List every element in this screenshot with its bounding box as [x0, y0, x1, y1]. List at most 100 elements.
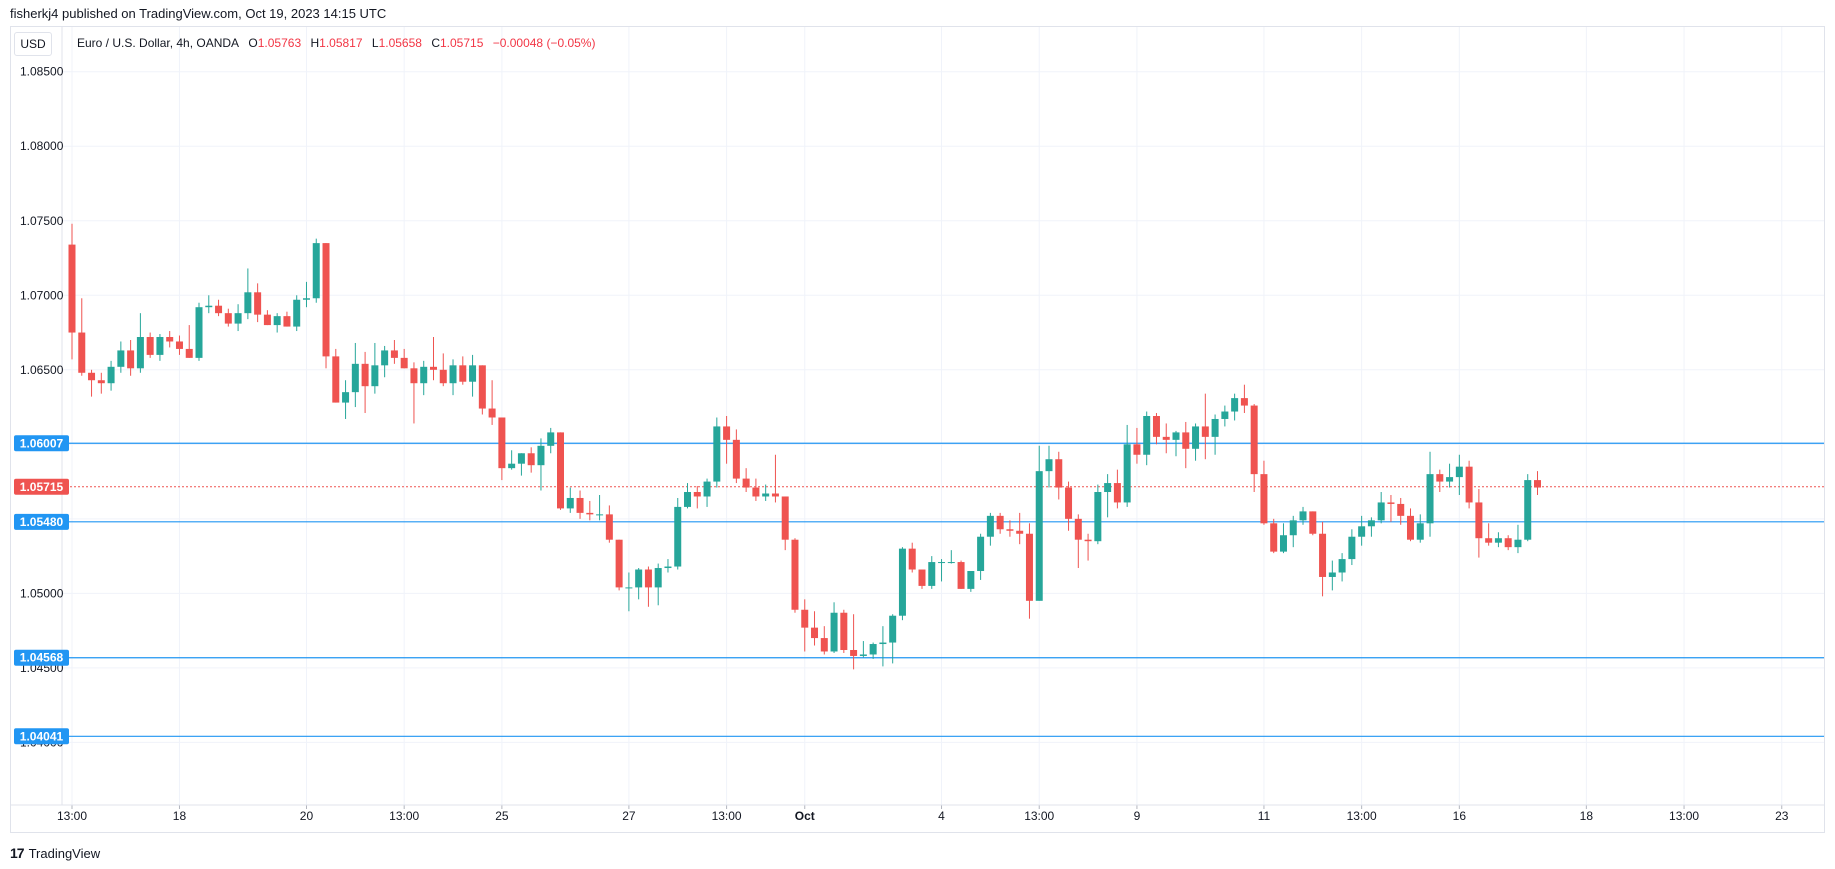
level-badge-label: 1.06007 — [20, 436, 64, 450]
candle-up — [859, 654, 867, 656]
candles — [68, 223, 1541, 670]
currency-button[interactable]: USD — [14, 32, 52, 56]
candle-up — [1338, 559, 1346, 573]
candle-up — [625, 587, 633, 589]
candle-up — [986, 515, 994, 537]
candle-down — [263, 314, 271, 326]
candle-down — [742, 478, 750, 488]
x-tick-label: 23 — [1775, 809, 1789, 823]
candle-down — [1152, 416, 1160, 437]
x-tick-label: 13:00 — [389, 809, 419, 823]
candle-down — [1025, 533, 1033, 601]
candle-down — [723, 426, 731, 440]
candle-down — [1436, 474, 1444, 482]
candle-up — [1231, 398, 1239, 412]
candle-down — [732, 439, 740, 479]
chart-frame — [10, 26, 1825, 833]
candle-down — [410, 368, 418, 384]
candle-up — [381, 350, 389, 366]
level-badge — [14, 649, 69, 666]
candle-down — [1270, 523, 1278, 552]
candle-down — [1397, 503, 1405, 516]
candle-down — [1250, 405, 1258, 475]
candle-up — [1123, 444, 1131, 503]
candle-down — [605, 514, 613, 540]
candle-down — [498, 417, 506, 469]
x-tick-label: 13:00 — [57, 809, 87, 823]
candle-up — [1416, 523, 1424, 540]
candle-up — [889, 615, 897, 643]
candle-down — [439, 369, 447, 384]
candle-up — [947, 562, 955, 564]
x-tick-label: 13:00 — [1024, 809, 1054, 823]
candle-down — [811, 627, 819, 639]
candle-up — [1289, 520, 1297, 536]
candle-up — [351, 363, 359, 393]
published-by-line: fisherkj4 published on TradingView.com, … — [10, 6, 387, 21]
candle-down — [224, 313, 232, 324]
x-tick-label: 27 — [622, 809, 636, 823]
open-value: 1.05763 — [257, 36, 302, 50]
candle-up — [1211, 418, 1219, 437]
candle-up — [537, 445, 545, 466]
candle-up — [713, 426, 721, 482]
candle-up — [371, 365, 379, 387]
candle-up — [928, 562, 936, 586]
candle-up — [234, 313, 242, 324]
candle-down — [1084, 539, 1092, 542]
candle-down — [1162, 436, 1170, 440]
candle-down — [1485, 538, 1493, 543]
x-tick-label: 4 — [938, 809, 945, 823]
candle-up — [703, 481, 711, 497]
footer-branding[interactable]: 17 TradingView — [10, 845, 100, 861]
candle-down — [1465, 466, 1473, 503]
candle-down — [1475, 502, 1483, 539]
candle-up — [879, 642, 887, 645]
candle-down — [459, 365, 467, 382]
candle-down — [586, 512, 594, 515]
candle-up — [635, 569, 643, 588]
candle-up — [420, 366, 428, 384]
x-axis-labels: 13:00 18 20 13:00 25 27 13:00 Oct 4 13:00 9 11 13:00… — [57, 809, 1789, 823]
candle-up — [107, 366, 115, 384]
candle-down — [576, 497, 584, 513]
candle-up — [1426, 474, 1434, 524]
candle-down — [400, 357, 408, 369]
candle-down — [332, 356, 340, 403]
candle-up — [1358, 526, 1366, 537]
candle-down — [1309, 511, 1317, 534]
candle-down — [1406, 515, 1414, 540]
candle-down — [146, 337, 154, 355]
candle-down — [1319, 533, 1327, 577]
candle-up — [1094, 492, 1102, 542]
y-axis-labels: 1.08500 1.08000 1.07500 1.07000 1.06500 1.060… — [20, 65, 64, 750]
candle-up — [1143, 416, 1151, 455]
candle-up — [674, 506, 682, 567]
level-badge — [14, 728, 69, 745]
candle-down — [908, 548, 916, 570]
candle-up — [449, 365, 457, 384]
candle-up — [547, 432, 555, 446]
low-label: L — [371, 36, 379, 50]
candle-up — [244, 292, 252, 314]
candle-down — [996, 515, 1004, 530]
candle-down — [215, 305, 223, 314]
candle-down — [693, 492, 701, 497]
candle-up — [205, 305, 213, 308]
candle-up — [508, 463, 516, 469]
candle-down — [1260, 474, 1268, 524]
candle-down — [97, 380, 105, 384]
candle-down — [1065, 487, 1073, 519]
level-badge-label: 1.04041 — [20, 729, 64, 743]
high-value: 1.05817 — [319, 36, 363, 50]
level-badge-label: 1.04568 — [20, 651, 64, 665]
candle-up — [1172, 432, 1180, 440]
candle-down — [254, 292, 262, 315]
open-label: O — [248, 36, 258, 50]
candle-down — [78, 332, 86, 373]
x-tick-label: 13:00 — [712, 809, 742, 823]
candle-up — [1367, 520, 1375, 527]
candle-down — [752, 487, 760, 497]
y-tick-label: 1.05000 — [20, 586, 64, 600]
